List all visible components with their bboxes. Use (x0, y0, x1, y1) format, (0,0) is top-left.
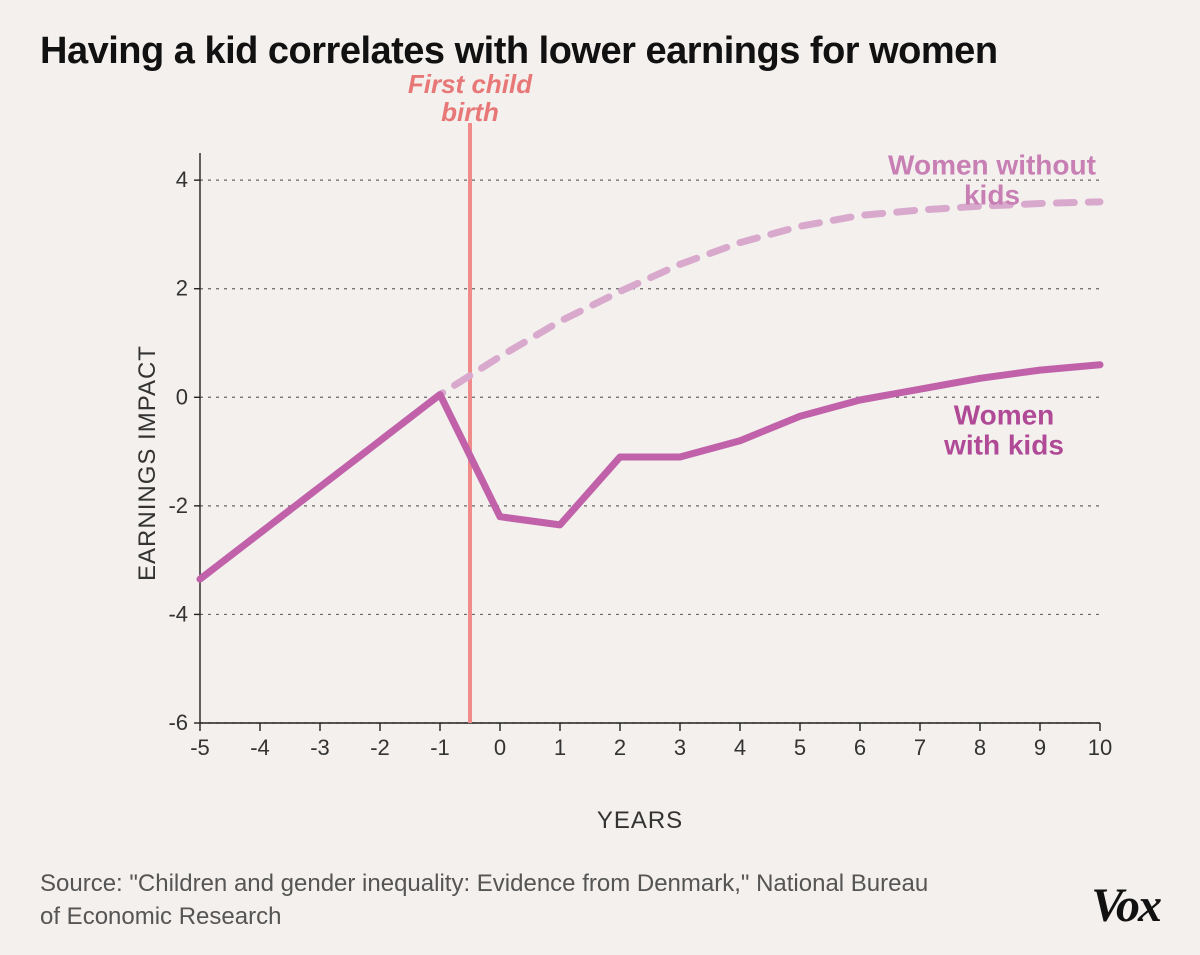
svg-text:Women without: Women without (888, 150, 1096, 181)
chart-area: EARNINGS IMPACT -6-4-2024-5-4-3-2-101234… (40, 93, 1160, 833)
svg-text:-2: -2 (370, 735, 390, 760)
svg-text:Women: Women (954, 399, 1055, 430)
svg-text:10: 10 (1088, 735, 1112, 760)
svg-text:First child: First child (408, 69, 533, 99)
source-text: Source: "Children and gender inequality:… (40, 868, 940, 933)
svg-text:-5: -5 (190, 735, 210, 760)
vox-logo: Vox (1091, 878, 1160, 933)
svg-text:8: 8 (974, 735, 986, 760)
chart-container: Having a kid correlates with lower earni… (0, 0, 1200, 955)
svg-text:-3: -3 (310, 735, 330, 760)
svg-text:-4: -4 (168, 601, 188, 626)
svg-text:4: 4 (176, 167, 188, 192)
footer: Source: "Children and gender inequality:… (40, 868, 1160, 933)
svg-text:0: 0 (176, 384, 188, 409)
svg-text:-1: -1 (430, 735, 450, 760)
svg-text:birth: birth (441, 97, 499, 127)
svg-text:-2: -2 (168, 493, 188, 518)
svg-text:-4: -4 (250, 735, 270, 760)
svg-text:9: 9 (1034, 735, 1046, 760)
plot-area: -6-4-2024-5-4-3-2-1012345678910First chi… (150, 103, 1130, 783)
svg-text:3: 3 (674, 735, 686, 760)
svg-text:kids: kids (964, 180, 1020, 211)
chart-svg: -6-4-2024-5-4-3-2-1012345678910First chi… (150, 103, 1130, 783)
svg-text:2: 2 (176, 276, 188, 301)
svg-text:0: 0 (494, 735, 506, 760)
svg-text:with kids: with kids (943, 429, 1064, 460)
svg-text:5: 5 (794, 735, 806, 760)
chart-title: Having a kid correlates with lower earni… (40, 30, 1160, 73)
x-axis-label: YEARS (597, 807, 683, 835)
svg-text:4: 4 (734, 735, 746, 760)
svg-text:-6: -6 (168, 710, 188, 735)
svg-text:6: 6 (854, 735, 866, 760)
svg-text:7: 7 (914, 735, 926, 760)
svg-text:2: 2 (614, 735, 626, 760)
svg-text:1: 1 (554, 735, 566, 760)
